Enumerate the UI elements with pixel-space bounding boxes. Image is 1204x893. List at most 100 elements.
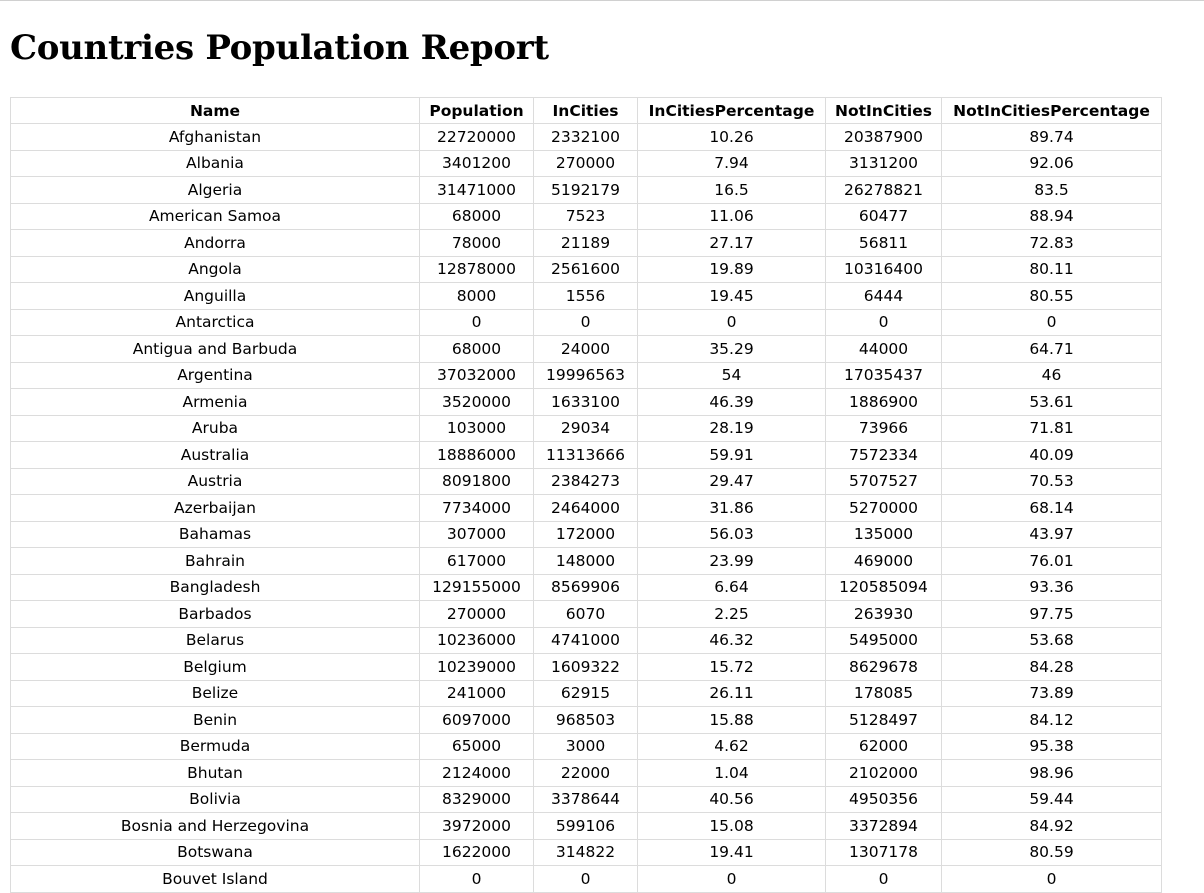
cell-notincities: 60477 xyxy=(825,202,942,230)
cell-incities-percentage: 4.62 xyxy=(637,732,826,760)
cell-name: Botswana xyxy=(10,838,420,866)
cell-incities-percentage: 27.17 xyxy=(637,229,826,257)
cell-notincities: 73966 xyxy=(825,414,942,442)
table-row: Armenia 3520000 1633100 46.39 1886900 53.61 xyxy=(10,388,1162,416)
table-row: American Samoa 68000 7523 11.06 60477 88.94 xyxy=(10,202,1162,230)
cell-incities: 2561600 xyxy=(533,255,638,283)
cell-notincities-percentage: 83.5 xyxy=(941,176,1162,204)
cell-incities: 1633100 xyxy=(533,388,638,416)
cell-name: Argentina xyxy=(10,361,420,389)
cell-population: 0 xyxy=(419,308,534,336)
cell-incities: 172000 xyxy=(533,520,638,548)
table-row: Andorra 78000 21189 27.17 56811 72.83 xyxy=(10,229,1162,257)
cell-incities: 29034 xyxy=(533,414,638,442)
cell-notincities: 5495000 xyxy=(825,626,942,654)
cell-notincities: 135000 xyxy=(825,520,942,548)
cell-notincities-percentage: 59.44 xyxy=(941,785,1162,813)
cell-incities-percentage: 59.91 xyxy=(637,441,826,469)
cell-notincities-percentage: 93.36 xyxy=(941,573,1162,601)
cell-notincities: 10316400 xyxy=(825,255,942,283)
cell-name: Antarctica xyxy=(10,308,420,336)
cell-name: Australia xyxy=(10,441,420,469)
cell-population: 68000 xyxy=(419,335,534,363)
cell-notincities-percentage: 95.38 xyxy=(941,732,1162,760)
cell-notincities: 3372894 xyxy=(825,812,942,840)
cell-incities: 4741000 xyxy=(533,626,638,654)
cell-incities: 7523 xyxy=(533,202,638,230)
cell-incities: 11313666 xyxy=(533,441,638,469)
page-title: Countries Population Report xyxy=(10,28,549,68)
cell-incities: 968503 xyxy=(533,706,638,734)
cell-name: Angola xyxy=(10,255,420,283)
cell-incities: 0 xyxy=(533,308,638,336)
cell-notincities: 5128497 xyxy=(825,706,942,734)
cell-notincities: 62000 xyxy=(825,732,942,760)
cell-notincities-percentage: 80.11 xyxy=(941,255,1162,283)
cell-population: 8000 xyxy=(419,282,534,310)
table-row: Antarctica 0 0 0 0 0 xyxy=(10,308,1162,336)
table-row: Afghanistan 22720000 2332100 10.26 20387900 8… xyxy=(10,123,1162,151)
cell-notincities-percentage: 46 xyxy=(941,361,1162,389)
cell-population: 617000 xyxy=(419,547,534,575)
table-row: Australia 18886000 11313666 59.91 7572334 40.… xyxy=(10,441,1162,469)
cell-incities-percentage: 2.25 xyxy=(637,600,826,628)
cell-notincities-percentage: 0 xyxy=(941,865,1162,893)
cell-notincities: 2102000 xyxy=(825,759,942,787)
cell-incities-percentage: 35.29 xyxy=(637,335,826,363)
table-row: Benin 6097000 968503 15.88 5128497 84.12 xyxy=(10,706,1162,734)
cell-population: 68000 xyxy=(419,202,534,230)
cell-population: 7734000 xyxy=(419,494,534,522)
table-row: Belize 241000 62915 26.11 178085 73.89 xyxy=(10,679,1162,707)
table-row: Bangladesh 129155000 8569906 6.64 120585094 9… xyxy=(10,573,1162,601)
cell-notincities: 0 xyxy=(825,308,942,336)
cell-incities-percentage: 46.39 xyxy=(637,388,826,416)
cell-name: Algeria xyxy=(10,176,420,204)
cell-population: 65000 xyxy=(419,732,534,760)
cell-notincities-percentage: 68.14 xyxy=(941,494,1162,522)
cell-notincities-percentage: 71.81 xyxy=(941,414,1162,442)
cell-notincities: 26278821 xyxy=(825,176,942,204)
table-row: Bhutan 2124000 22000 1.04 2102000 98.96 xyxy=(10,759,1162,787)
table-row: Anguilla 8000 1556 19.45 6444 80.55 xyxy=(10,282,1162,310)
header-incities-percentage: InCitiesPercentage xyxy=(637,97,826,124)
cell-notincities: 3131200 xyxy=(825,149,942,177)
cell-notincities: 0 xyxy=(825,865,942,893)
table-row: Bolivia 8329000 3378644 40.56 4950356 59.44 xyxy=(10,785,1162,813)
cell-incities: 148000 xyxy=(533,547,638,575)
header-population: Population xyxy=(419,97,534,124)
cell-notincities-percentage: 53.68 xyxy=(941,626,1162,654)
cell-notincities: 20387900 xyxy=(825,123,942,151)
cell-notincities-percentage: 72.83 xyxy=(941,229,1162,257)
cell-incities: 1556 xyxy=(533,282,638,310)
cell-name: Aruba xyxy=(10,414,420,442)
table-body: Afghanistan 22720000 2332100 10.26 20387900 8… xyxy=(10,123,1162,893)
table-row: Belgium 10239000 1609322 15.72 8629678 84.28 xyxy=(10,653,1162,681)
cell-population: 78000 xyxy=(419,229,534,257)
cell-notincities-percentage: 84.92 xyxy=(941,812,1162,840)
cell-incities: 8569906 xyxy=(533,573,638,601)
cell-incities: 1609322 xyxy=(533,653,638,681)
cell-incities: 62915 xyxy=(533,679,638,707)
cell-notincities: 8629678 xyxy=(825,653,942,681)
cell-population: 3972000 xyxy=(419,812,534,840)
cell-notincities: 1307178 xyxy=(825,838,942,866)
cell-notincities-percentage: 80.59 xyxy=(941,838,1162,866)
cell-notincities-percentage: 73.89 xyxy=(941,679,1162,707)
cell-name: Bolivia xyxy=(10,785,420,813)
cell-notincities-percentage: 40.09 xyxy=(941,441,1162,469)
cell-incities: 21189 xyxy=(533,229,638,257)
cell-name: American Samoa xyxy=(10,202,420,230)
table-row: Argentina 37032000 19996563 54 17035437 46 xyxy=(10,361,1162,389)
cell-incities-percentage: 19.89 xyxy=(637,255,826,283)
cell-population: 6097000 xyxy=(419,706,534,734)
cell-name: Bahamas xyxy=(10,520,420,548)
cell-name: Belize xyxy=(10,679,420,707)
header-row: Name Population InCities InCitiesPercent… xyxy=(10,97,1162,124)
cell-notincities-percentage: 64.71 xyxy=(941,335,1162,363)
cell-incities-percentage: 29.47 xyxy=(637,467,826,495)
cell-name: Andorra xyxy=(10,229,420,257)
cell-population: 31471000 xyxy=(419,176,534,204)
cell-notincities: 120585094 xyxy=(825,573,942,601)
cell-incities-percentage: 46.32 xyxy=(637,626,826,654)
cell-incities-percentage: 16.5 xyxy=(637,176,826,204)
